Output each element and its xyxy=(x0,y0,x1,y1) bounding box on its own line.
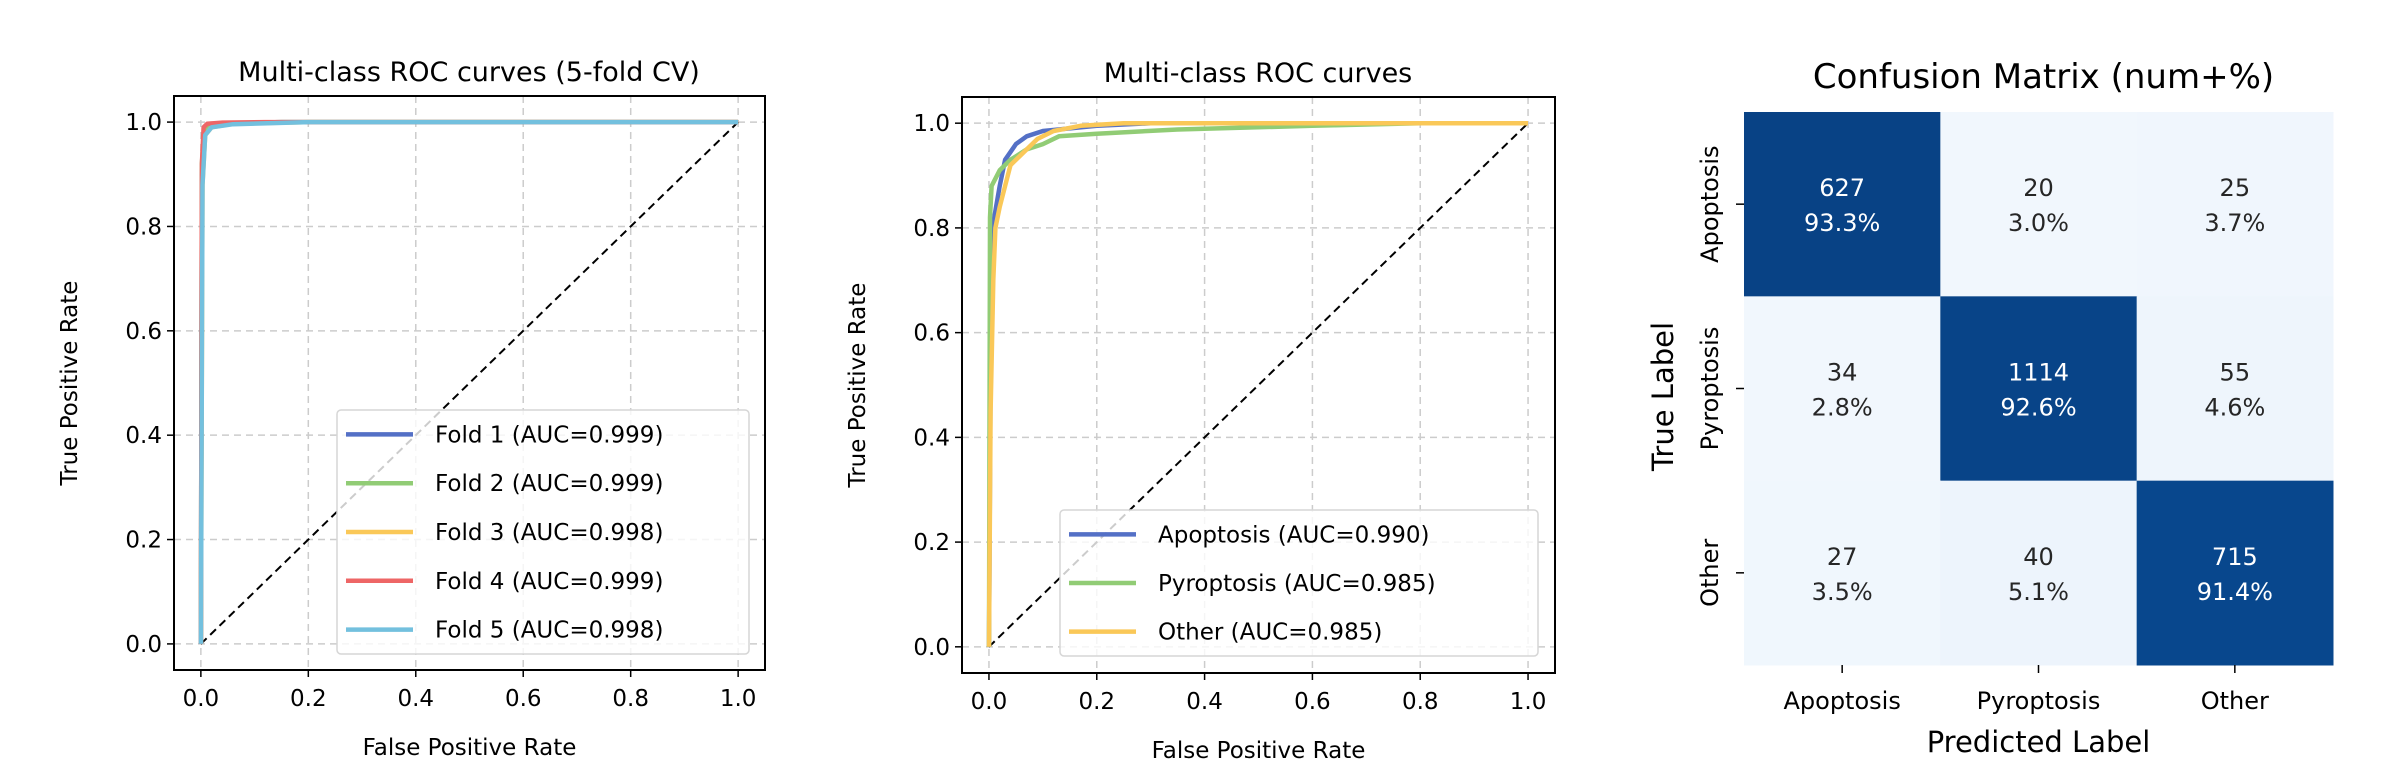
cell-background xyxy=(1940,480,2138,666)
cell-percent: 93.3% xyxy=(1804,209,1880,237)
legend-label: Apoptosis (AUC=0.990) xyxy=(1158,522,1429,548)
y-tick-label: 0.6 xyxy=(125,319,162,345)
y-axis-label: True Positive Rate xyxy=(57,281,83,487)
x-axis-label: False Positive Rate xyxy=(363,735,577,761)
y-tick-label: 0.2 xyxy=(913,530,950,556)
x-tick-label: 0.8 xyxy=(612,686,649,712)
matrix-cell: 20 3.0% xyxy=(1940,112,2138,297)
cell-count: 715 xyxy=(2212,543,2258,571)
chance-diagonal-line xyxy=(988,122,1529,648)
chart-title: Multi-class ROC curves (5-fold CV) xyxy=(238,57,700,88)
roc-chart-2: 0.0 0.2 0.4 0.6 0.8 1.0 0.0 0.2 0.4 0.6 0.8 1.0 Mult… xyxy=(845,58,1556,764)
cell-percent: 3.7% xyxy=(2204,209,2265,237)
matrix-cell: 627 93.3% xyxy=(1744,112,1941,297)
cell-percent: 5.1% xyxy=(2008,578,2069,606)
roc-chart-1: 0.0 0.2 0.4 0.6 0.8 1.0 0.0 0.2 0.4 0.6 0.8 1.0 Mult… xyxy=(57,57,766,761)
y-tick-label: 0.0 xyxy=(125,632,162,658)
cell-count: 40 xyxy=(2023,543,2054,571)
x-axis-label: False Positive Rate xyxy=(1152,738,1366,764)
chance-diagonal-line xyxy=(200,121,739,645)
cell-background xyxy=(1940,112,2138,297)
chart-title: Multi-class ROC curves xyxy=(1104,58,1413,89)
x-tick-label: 1.0 xyxy=(1510,689,1547,715)
matrix-cell: 34 2.8% xyxy=(1744,296,1941,482)
cell-count: 25 xyxy=(2220,174,2251,202)
matrix-cell: 25 3.7% xyxy=(2136,112,2334,297)
cell-background xyxy=(2136,112,2334,297)
y-tick-label: 0.0 xyxy=(913,635,950,661)
x-tick-label: 0.6 xyxy=(505,686,542,712)
cell-background xyxy=(2136,296,2334,482)
y-tick-label: 1.0 xyxy=(913,111,950,137)
x-tick-label: 0.2 xyxy=(290,686,327,712)
cell-count: 55 xyxy=(2220,359,2251,387)
y-tick-label: Pyroptosis xyxy=(1696,327,1724,451)
x-tick-label: Pyroptosis xyxy=(1977,687,2101,715)
matrix-cell: 55 4.6% xyxy=(2136,296,2334,482)
legend-label: Fold 3 (AUC=0.998) xyxy=(435,520,663,546)
cell-percent: 92.6% xyxy=(2000,394,2076,422)
matrix-cell: 1114 92.6% xyxy=(1940,296,2138,482)
x-tick-label: 0.6 xyxy=(1294,689,1331,715)
axes-frame xyxy=(173,95,766,671)
x-tick-label: 0.0 xyxy=(183,686,220,712)
legend-box xyxy=(336,409,750,655)
cell-count: 1114 xyxy=(2008,359,2069,387)
roc-curve-2 xyxy=(986,120,1528,647)
chart-title: Confusion Matrix (num+%) xyxy=(1813,57,2274,97)
matrix-cell: 27 3.5% xyxy=(1744,480,1941,666)
cell-background xyxy=(2136,480,2334,666)
x-tick-label: 0.2 xyxy=(1078,689,1115,715)
y-axis-label: True Label xyxy=(1646,322,1680,472)
cell-background xyxy=(1744,296,1941,482)
y-tick-label: 0.6 xyxy=(913,321,950,347)
y-axis-label: True Positive Rate xyxy=(845,283,871,489)
x-tick-label: 1.0 xyxy=(720,686,757,712)
y-tick-label: 0.8 xyxy=(125,214,162,240)
cell-percent: 2.8% xyxy=(1812,394,1873,422)
y-tick-label: 0.8 xyxy=(913,216,950,242)
axes-frame xyxy=(961,96,1556,674)
cell-count: 20 xyxy=(2023,174,2054,202)
legend: Fold 1 (AUC=0.999) Fold 2 (AUC=0.999) Fold… xyxy=(336,409,750,655)
y-tick-label: 0.2 xyxy=(125,528,162,554)
legend-label: Fold 5 (AUC=0.998) xyxy=(435,618,663,644)
y-tick-label: Apoptosis xyxy=(1696,145,1724,262)
cell-background xyxy=(1744,480,1941,666)
legend-label: Other (AUC=0.985) xyxy=(1158,620,1382,646)
roc-curve-3 xyxy=(986,120,1528,647)
cell-percent: 91.4% xyxy=(2197,578,2273,606)
cell-background xyxy=(1940,296,2138,482)
y-tick-label: 0.4 xyxy=(913,425,950,451)
legend: Apoptosis (AUC=0.990) Pyroptosis (AUC=0.9… xyxy=(1059,509,1539,657)
cell-percent: 3.0% xyxy=(2008,209,2069,237)
legend-label: Pyroptosis (AUC=0.985) xyxy=(1158,571,1436,597)
x-tick-label: 0.4 xyxy=(1186,689,1223,715)
cell-background xyxy=(1744,112,1941,297)
matrix-cell: 40 5.1% xyxy=(1940,480,2138,666)
y-tick-label: Other xyxy=(1696,539,1724,607)
x-tick-label: Other xyxy=(2201,687,2269,715)
cell-count: 27 xyxy=(1827,543,1858,571)
x-tick-label: Apoptosis xyxy=(1783,687,1900,715)
x-tick-label: 0.4 xyxy=(397,686,434,712)
matrix-cell: 715 91.4% xyxy=(2136,480,2334,666)
cell-percent: 4.6% xyxy=(2204,394,2265,422)
y-tick-label: 1.0 xyxy=(125,110,162,136)
cell-percent: 3.5% xyxy=(1812,578,1873,606)
roc-curve-5 xyxy=(198,119,739,644)
legend-box xyxy=(1059,509,1539,657)
x-tick-label: 0.0 xyxy=(971,689,1008,715)
legend-label: Fold 2 (AUC=0.999) xyxy=(435,471,663,497)
x-tick-label: 0.8 xyxy=(1402,689,1439,715)
cell-count: 627 xyxy=(1819,174,1865,202)
confusion-matrix: 627 93.3% 20 3.0% 25 3.7% 34 2.8% 1114 92.6% 55 4.6… xyxy=(1646,57,2334,759)
legend-label: Fold 1 (AUC=0.999) xyxy=(435,422,663,448)
cell-count: 34 xyxy=(1827,359,1858,387)
y-tick-label: 0.4 xyxy=(125,423,162,449)
x-axis-label: Predicted Label xyxy=(1927,725,2151,759)
legend-label: Fold 4 (AUC=0.999) xyxy=(435,569,663,595)
